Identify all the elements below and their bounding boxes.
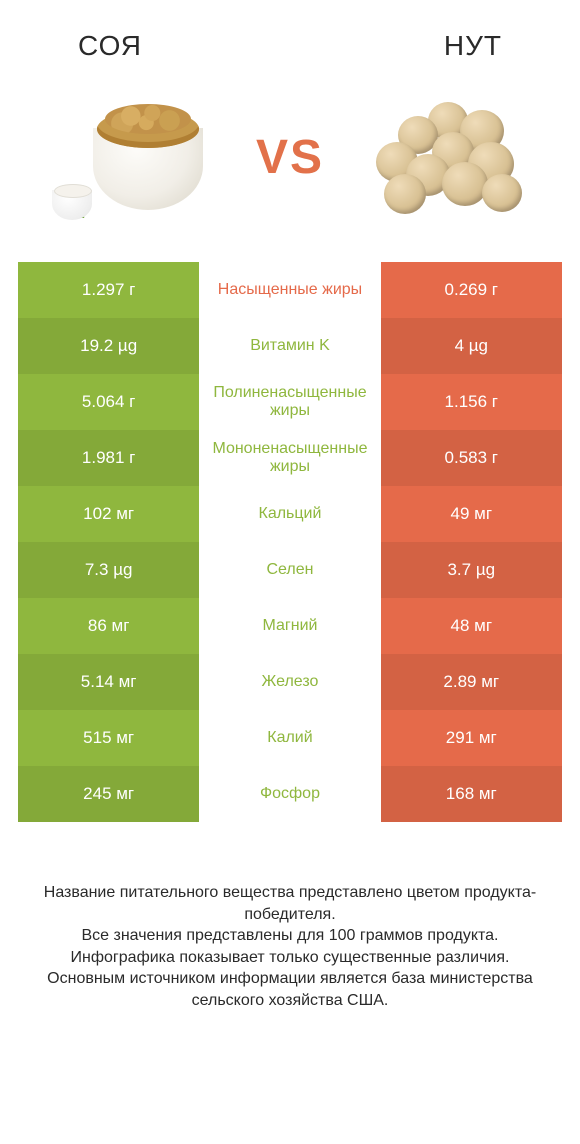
- header-row: СОЯ НУТ: [18, 30, 562, 62]
- left-value-cell: 102 мг: [18, 486, 199, 542]
- right-value-cell: 1.156 г: [381, 374, 562, 430]
- right-food-illustration: [362, 92, 532, 222]
- nutrient-label-cell: Фосфор: [199, 766, 380, 822]
- left-value-cell: 5.14 мг: [18, 654, 199, 710]
- nutrient-label-cell: Полиненасыщенные жиры: [199, 374, 380, 430]
- table-row: 1.981 гМононенасыщенные жиры0.583 г: [18, 430, 562, 486]
- footer-line-4: Основным источником информации является …: [47, 970, 533, 1009]
- right-value-cell: 49 мг: [381, 486, 562, 542]
- table-row: 7.3 µgСелен3.7 µg: [18, 542, 562, 598]
- left-food-title: СОЯ: [78, 30, 142, 62]
- nutrient-label-cell: Насыщенные жиры: [199, 262, 380, 318]
- left-value-cell: 5.064 г: [18, 374, 199, 430]
- table-row: 515 мгКалий291 мг: [18, 710, 562, 766]
- right-value-cell: 0.269 г: [381, 262, 562, 318]
- nutrient-label-cell: Витамин K: [199, 318, 380, 374]
- left-value-cell: 7.3 µg: [18, 542, 199, 598]
- right-value-cell: 4 µg: [381, 318, 562, 374]
- left-value-cell: 19.2 µg: [18, 318, 199, 374]
- right-value-cell: 3.7 µg: [381, 542, 562, 598]
- table-row: 245 мгФосфор168 мг: [18, 766, 562, 822]
- left-value-cell: 1.981 г: [18, 430, 199, 486]
- right-value-cell: 2.89 мг: [381, 654, 562, 710]
- left-value-cell: 515 мг: [18, 710, 199, 766]
- footer-line-1: Название питательного вещества представл…: [44, 884, 536, 923]
- nutrient-label-cell: Магний: [199, 598, 380, 654]
- table-row: 19.2 µgВитамин K4 µg: [18, 318, 562, 374]
- footer-note: Название питательного вещества представл…: [18, 882, 562, 1012]
- table-row: 5.064 гПолиненасыщенные жиры1.156 г: [18, 374, 562, 430]
- table-row: 5.14 мгЖелезо2.89 мг: [18, 654, 562, 710]
- left-value-cell: 1.297 г: [18, 262, 199, 318]
- nutrient-label-cell: Калий: [199, 710, 380, 766]
- nutrient-label-cell: Кальций: [199, 486, 380, 542]
- left-value-cell: 245 мг: [18, 766, 199, 822]
- vs-label: VS: [256, 130, 324, 185]
- right-value-cell: 291 мг: [381, 710, 562, 766]
- right-value-cell: 168 мг: [381, 766, 562, 822]
- table-row: 1.297 гНасыщенные жиры0.269 г: [18, 262, 562, 318]
- chickpea-pile-icon: [372, 102, 522, 212]
- left-value-cell: 86 мг: [18, 598, 199, 654]
- nutrient-label-cell: Железо: [199, 654, 380, 710]
- footer-line-3: Инфографика показывает только существенн…: [71, 949, 510, 966]
- nutrient-table: 1.297 гНасыщенные жиры0.269 г19.2 µgВита…: [18, 262, 562, 822]
- right-food-title: НУТ: [444, 30, 502, 62]
- table-row: 102 мгКальций49 мг: [18, 486, 562, 542]
- right-value-cell: 48 мг: [381, 598, 562, 654]
- table-row: 86 мгМагний48 мг: [18, 598, 562, 654]
- soy-bowl-icon: [93, 128, 203, 210]
- left-food-illustration: [48, 92, 218, 222]
- right-value-cell: 0.583 г: [381, 430, 562, 486]
- nutrient-label-cell: Селен: [199, 542, 380, 598]
- images-row: VS: [18, 92, 562, 222]
- footer-line-2: Все значения представлены для 100 граммо…: [81, 927, 498, 944]
- nutrient-label-cell: Мононенасыщенные жиры: [199, 430, 380, 486]
